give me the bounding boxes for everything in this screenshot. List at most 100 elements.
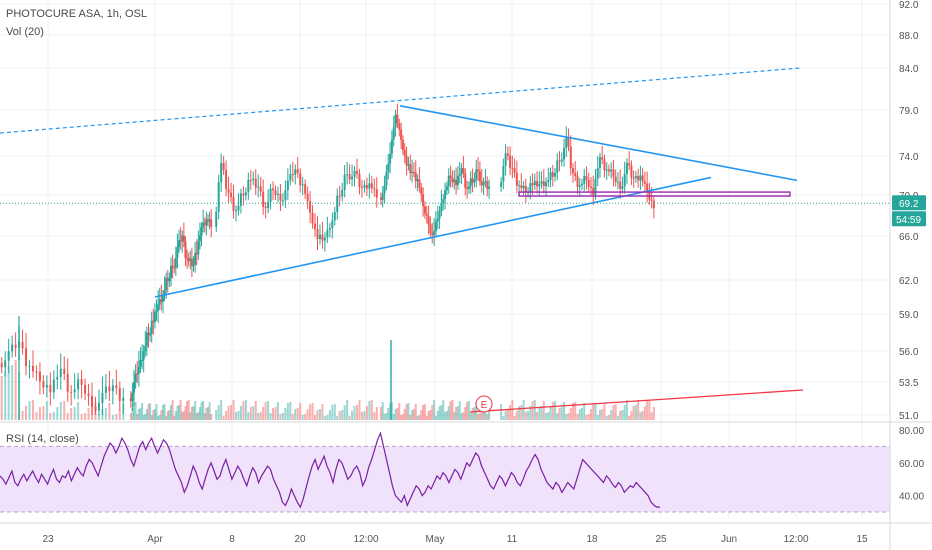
candle-body	[139, 359, 142, 367]
candle-body	[533, 181, 536, 186]
volume-bar	[59, 402, 62, 420]
volume-bar	[370, 400, 373, 420]
candle-body	[447, 175, 450, 187]
volume-bar	[524, 412, 527, 420]
volume-bar	[7, 366, 10, 420]
candle-body	[592, 187, 595, 195]
volume-bar	[232, 400, 235, 420]
candle-body	[309, 201, 312, 213]
candle-body	[563, 147, 566, 160]
candle-body	[511, 167, 514, 169]
volume-bar	[652, 407, 655, 420]
candle-body	[390, 139, 393, 154]
rsi-line	[0, 431, 660, 509]
volume-bar	[309, 404, 312, 420]
volume-bar	[28, 401, 31, 420]
candle-body	[396, 114, 399, 124]
candle-body	[168, 278, 171, 282]
candle-body	[379, 197, 382, 200]
volume-bar	[84, 413, 87, 420]
volume-bar	[336, 416, 339, 420]
candle-body	[42, 381, 45, 388]
candle-body	[346, 174, 349, 176]
candle-body	[473, 179, 476, 183]
candle-body	[612, 169, 615, 177]
candle-body	[603, 159, 606, 171]
candle-body	[194, 252, 197, 265]
rsi-panel	[0, 431, 890, 513]
candle-body	[206, 219, 209, 222]
volume-bar	[289, 402, 292, 420]
candle-body	[173, 267, 176, 269]
volume-bar	[149, 403, 152, 420]
candle-body	[515, 172, 518, 186]
volume-bar	[520, 405, 523, 420]
volume-bar	[400, 415, 403, 420]
volume-bar	[217, 405, 220, 420]
volume-bar	[598, 410, 601, 420]
volume-bar	[304, 414, 307, 420]
candle-body	[80, 379, 83, 385]
candle-body	[639, 175, 642, 181]
volume-bar	[262, 407, 265, 420]
volume-bar	[619, 411, 622, 420]
volume-bar	[462, 412, 465, 420]
volume-bar	[387, 408, 390, 420]
volume-bar	[163, 404, 166, 420]
candle-body	[4, 360, 7, 368]
volume-bar	[25, 406, 28, 420]
volume-bar	[601, 409, 604, 420]
volume-bar	[637, 400, 640, 420]
candle-body	[471, 178, 474, 183]
volume-bar	[551, 402, 554, 420]
volume-bar	[35, 412, 38, 420]
candle-body	[294, 169, 297, 175]
candle-body	[411, 171, 414, 173]
volume-bar	[11, 365, 14, 420]
candle-body	[556, 160, 559, 173]
price-tick-label: 88.0	[899, 31, 919, 42]
volume-bar	[401, 414, 404, 420]
candle-body	[91, 395, 94, 407]
candle-body	[56, 376, 59, 380]
candle-body	[171, 265, 174, 268]
candle-body	[451, 177, 454, 183]
volume-bar	[147, 404, 150, 420]
volume-bar	[343, 405, 346, 420]
volume-bar	[215, 410, 218, 420]
volume-bar	[66, 413, 69, 420]
candle-body	[152, 320, 155, 323]
volume-bar	[420, 410, 423, 420]
candle-body	[348, 174, 351, 180]
volume-bar	[314, 415, 317, 420]
volume-bar	[458, 401, 461, 420]
candle-body	[462, 168, 465, 174]
candle-body	[111, 385, 114, 392]
dashed-channel-line	[0, 67, 801, 134]
volume-bar	[189, 412, 192, 420]
rsi-tick-label: 80.00	[899, 426, 924, 437]
candle-body	[252, 178, 255, 181]
volume-bar	[144, 414, 147, 420]
candle-body	[445, 186, 448, 191]
time-tick-label: 25	[655, 534, 667, 545]
earnings-marker-label: E	[481, 400, 488, 411]
volume-bar	[341, 410, 344, 420]
volume-bar	[643, 406, 646, 420]
volume-bar	[254, 401, 257, 420]
volume-bar	[205, 408, 208, 420]
volume-bar	[418, 415, 421, 420]
candle-body	[28, 365, 31, 367]
candle-body	[222, 163, 225, 171]
volume-bar	[170, 405, 172, 420]
candle-body	[418, 179, 421, 188]
gridlines	[0, 0, 890, 518]
volume-bar	[141, 403, 144, 420]
volume-bar	[158, 415, 161, 420]
candle-body	[0, 363, 3, 368]
candle-body	[434, 221, 437, 232]
volume-bar	[456, 406, 459, 420]
candle-body	[504, 153, 507, 166]
trend-drawings[interactable]: E	[0, 67, 890, 413]
